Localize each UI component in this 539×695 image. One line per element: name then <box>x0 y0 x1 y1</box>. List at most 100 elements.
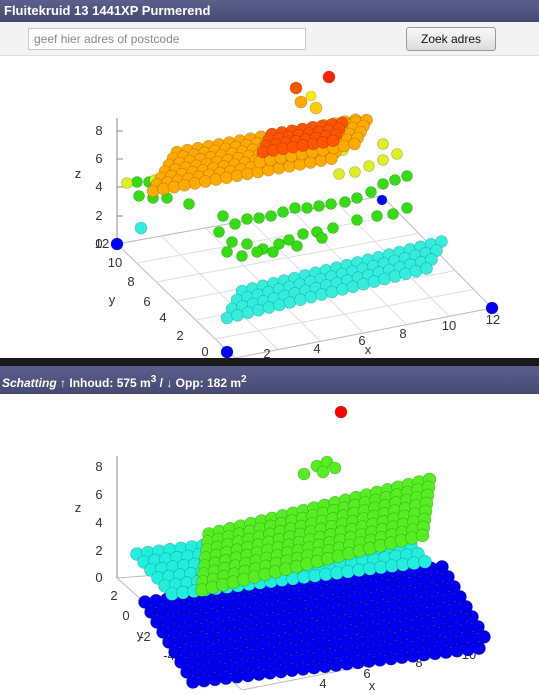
data-point-cyan <box>357 277 370 291</box>
z-tick-label: 0 <box>95 570 102 585</box>
data-point-green <box>387 208 399 220</box>
arrow-down-icon: ↓ <box>166 376 173 390</box>
data-point-orange <box>294 95 308 109</box>
grid-line <box>215 288 474 340</box>
data-point-blue <box>472 641 486 655</box>
inhoud-exponent: 3 <box>150 374 157 385</box>
data-point-yellow <box>305 90 317 102</box>
data-point-green <box>221 246 233 258</box>
data-point-green <box>131 176 143 188</box>
data-point-red <box>289 81 303 95</box>
y-tick-label: 10 <box>108 255 122 270</box>
data-point-green <box>328 461 342 475</box>
address-search-input[interactable] <box>28 28 306 50</box>
data-point-blue <box>477 630 491 644</box>
divider <box>0 358 539 366</box>
corner-marker <box>485 301 499 315</box>
data-point-green <box>377 178 389 190</box>
data-point-green <box>401 202 413 214</box>
data-point-cyan <box>346 280 360 294</box>
data-point-green <box>283 234 295 246</box>
data-point-green <box>229 218 241 230</box>
data-point-cyan <box>283 296 297 309</box>
opp-exponent: 2 <box>241 374 247 385</box>
data-point-green <box>301 202 313 214</box>
data-point-cyan <box>409 264 423 278</box>
data-point-cyan <box>273 298 286 312</box>
x-tick-label: 6 <box>358 333 365 348</box>
y-axis-label: y <box>137 627 144 642</box>
corner-marker <box>376 194 388 206</box>
search-address-button[interactable]: Zoek adres <box>406 27 496 51</box>
data-point-yellow <box>391 148 403 160</box>
data-point-green <box>213 226 225 238</box>
x-tick-label: 10 <box>442 318 456 333</box>
z-tick-label: 6 <box>95 487 102 502</box>
estimate-bar: Schatting ↑ Inhoud: 575 m3 / ↓ Opp: 182 … <box>0 366 539 394</box>
data-point-green <box>289 202 301 214</box>
data-point-green <box>217 210 229 222</box>
data-point-green <box>297 467 311 481</box>
arrow-up-icon: ↑ <box>60 376 67 390</box>
data-point-blue <box>453 590 467 604</box>
data-point-yellow <box>121 177 133 189</box>
z-tick-label: 0 <box>95 236 102 251</box>
data-point-green <box>241 213 253 225</box>
data-point-orange <box>157 182 170 196</box>
data-point-cyan <box>134 221 148 235</box>
y-tick-label: -4 <box>163 648 175 663</box>
data-point-cyan <box>315 288 328 301</box>
inhoud-label: Inhoud: <box>69 376 114 390</box>
left-margin <box>0 56 27 358</box>
data-point-blue <box>465 610 479 624</box>
data-point-green <box>251 246 263 258</box>
data-point-green <box>265 210 277 222</box>
data-point-orange <box>146 184 160 198</box>
data-point-yellow <box>377 154 389 166</box>
data-point-green <box>401 170 413 182</box>
data-point-cyan <box>388 270 402 283</box>
x-tick-label: 6 <box>363 666 370 681</box>
data-point-yellow <box>309 101 323 115</box>
x-axis-label: x <box>369 678 376 690</box>
data-point-green <box>236 250 248 262</box>
data-point-green <box>133 190 145 202</box>
data-point-green <box>365 186 377 198</box>
data-point-orange <box>241 167 254 181</box>
data-point-green <box>273 238 285 250</box>
search-bar: Zoek adres <box>0 22 539 56</box>
x-tick-label: 2 <box>263 346 270 358</box>
estimate-separator: / <box>159 376 163 390</box>
data-point-yellow <box>363 160 375 172</box>
x-tick-label: 8 <box>399 326 406 341</box>
data-point-green <box>253 212 265 224</box>
data-point-orange <box>220 171 233 184</box>
plot-3d-measured[interactable]: 0 2 4 6 8 z 12 10 8 6 4 2 0 y 2 4 6 8 10 12 x <box>27 56 539 361</box>
inhoud-value: 575 m <box>116 376 151 390</box>
data-point-green <box>226 236 238 248</box>
y-tick-label: 12 <box>95 236 109 251</box>
data-point-blue <box>441 570 455 584</box>
window-title: Fluitekruid 13 1441XP Purmerend <box>0 0 539 22</box>
data-point-blue <box>459 600 473 614</box>
data-point-red-orange <box>326 134 340 148</box>
data-point-yellow <box>377 138 389 150</box>
data-point-orange <box>188 177 202 190</box>
y-tick-label: 0 <box>122 608 129 623</box>
z-tick-label: 2 <box>95 208 102 223</box>
x-axis-label: x <box>365 342 372 357</box>
data-point-orange <box>209 173 223 186</box>
z-tick-label: 8 <box>95 123 102 138</box>
data-point-orange <box>199 175 212 188</box>
data-point-green <box>277 206 289 218</box>
y-axis-label: y <box>109 292 116 307</box>
x-tick-label: 4 <box>319 676 326 690</box>
z-tick-label: 6 <box>95 151 102 166</box>
data-point-yellow <box>349 166 361 178</box>
left-margin-2 <box>0 394 27 690</box>
data-point-green <box>297 228 309 240</box>
data-point-green <box>351 214 363 226</box>
data-point-cyan <box>367 275 381 288</box>
